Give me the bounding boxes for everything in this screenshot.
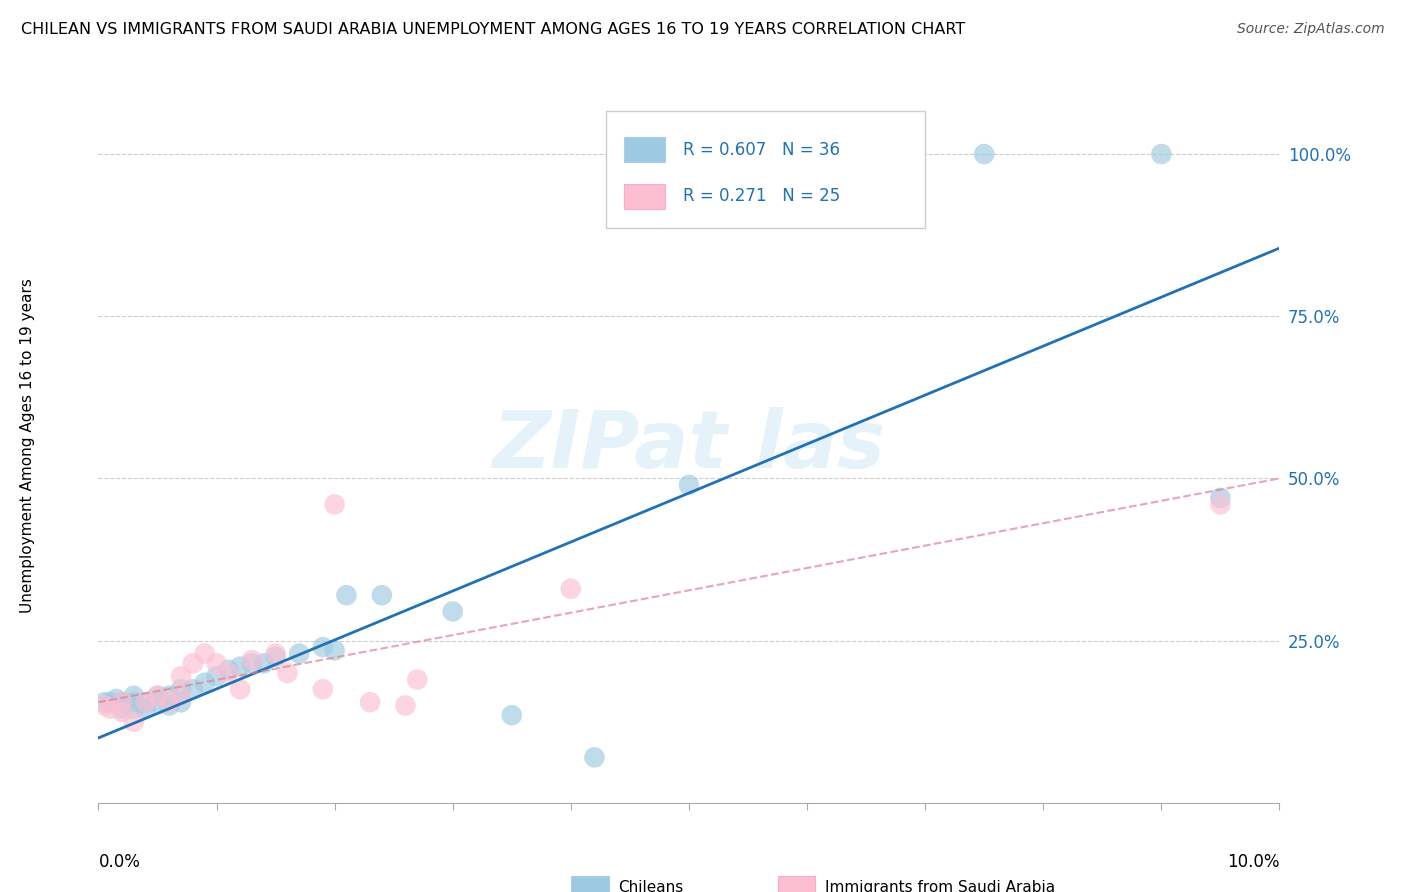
Point: [93, 698, 115, 713]
Point: [170, 689, 193, 703]
Point: [170, 669, 193, 683]
Point: [157, 695, 180, 709]
Point: [135, 695, 157, 709]
Point: [122, 714, 145, 729]
Text: 10.0%: 10.0%: [1227, 853, 1279, 871]
Point: [217, 666, 239, 681]
Point: [170, 695, 193, 709]
Point: [394, 698, 416, 713]
Text: ZIPat las: ZIPat las: [492, 407, 886, 485]
Text: 0.0%: 0.0%: [98, 853, 141, 871]
Point: [111, 705, 134, 719]
Point: [371, 588, 394, 602]
Point: [359, 695, 381, 709]
Point: [205, 669, 228, 683]
FancyBboxPatch shape: [606, 111, 925, 228]
Point: [170, 682, 193, 697]
Point: [181, 657, 204, 671]
Point: [406, 673, 429, 687]
Text: R = 0.607   N = 36: R = 0.607 N = 36: [683, 141, 839, 159]
Point: [157, 689, 180, 703]
Point: [194, 647, 217, 661]
Point: [560, 582, 582, 596]
Point: [678, 478, 700, 492]
Point: [240, 657, 263, 671]
Bar: [571, 876, 609, 892]
Point: [181, 682, 204, 697]
Point: [1209, 491, 1232, 505]
Point: [973, 147, 995, 161]
Point: [122, 695, 145, 709]
Text: Immigrants from Saudi Arabia: Immigrants from Saudi Arabia: [825, 880, 1054, 892]
Point: [264, 649, 287, 664]
Point: [111, 702, 134, 716]
Point: [253, 657, 276, 671]
Bar: [624, 137, 665, 162]
Point: [335, 588, 357, 602]
Point: [501, 708, 523, 723]
Point: [98, 695, 121, 709]
Point: [122, 689, 145, 703]
Text: Source: ZipAtlas.com: Source: ZipAtlas.com: [1237, 22, 1385, 37]
Point: [98, 702, 121, 716]
Text: R = 0.271   N = 25: R = 0.271 N = 25: [683, 187, 841, 205]
Bar: [624, 184, 665, 209]
Point: [194, 675, 217, 690]
Point: [583, 750, 606, 764]
Text: Unemployment Among Ages 16 to 19 years: Unemployment Among Ages 16 to 19 years: [20, 278, 35, 614]
Point: [323, 497, 346, 511]
Point: [1150, 147, 1173, 161]
Bar: [778, 876, 815, 892]
Point: [1209, 497, 1232, 511]
Point: [264, 647, 287, 661]
Text: Chileans: Chileans: [619, 880, 683, 892]
Point: [111, 695, 134, 709]
Point: [205, 657, 228, 671]
Point: [229, 682, 252, 697]
Point: [111, 695, 134, 709]
Point: [217, 663, 239, 677]
Point: [229, 659, 252, 673]
Point: [240, 653, 263, 667]
Point: [146, 689, 169, 703]
Point: [105, 692, 128, 706]
Point: [146, 695, 169, 709]
Point: [157, 698, 180, 713]
Point: [122, 702, 145, 716]
Point: [135, 695, 157, 709]
Text: CHILEAN VS IMMIGRANTS FROM SAUDI ARABIA UNEMPLOYMENT AMONG AGES 16 TO 19 YEARS C: CHILEAN VS IMMIGRANTS FROM SAUDI ARABIA …: [21, 22, 966, 37]
Point: [93, 695, 115, 709]
Point: [312, 682, 335, 697]
Point: [146, 689, 169, 703]
Point: [276, 666, 298, 681]
Point: [135, 702, 157, 716]
Point: [288, 647, 311, 661]
Point: [312, 640, 335, 654]
Point: [441, 604, 464, 618]
Point: [323, 643, 346, 657]
